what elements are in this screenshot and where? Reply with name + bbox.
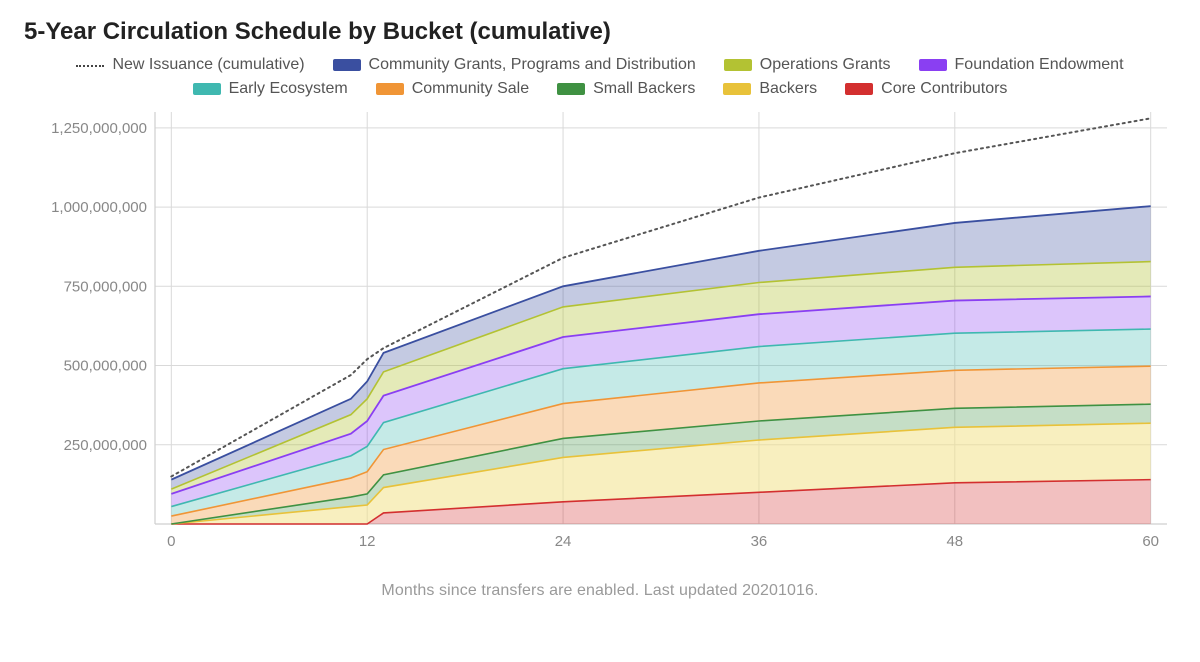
legend-core-contributors: Core Contributors bbox=[845, 80, 1007, 98]
legend-label: Core Contributors bbox=[881, 80, 1007, 98]
svg-text:60: 60 bbox=[1142, 533, 1159, 550]
legend-label: Operations Grants bbox=[760, 56, 891, 74]
legend-label: Early Ecosystem bbox=[229, 80, 348, 98]
svg-text:0: 0 bbox=[167, 533, 175, 550]
legend-label: Community Sale bbox=[412, 80, 529, 98]
legend-swatch bbox=[919, 59, 947, 71]
legend-swatch bbox=[724, 59, 752, 71]
svg-text:48: 48 bbox=[946, 533, 963, 550]
stacked-area-chart: 250,000,000 500,000,000 750,000,000 1,000,0… bbox=[25, 106, 1175, 576]
legend-swatch bbox=[845, 83, 873, 95]
chart-legend: New Issuance (cumulative) Community Gran… bbox=[70, 56, 1130, 98]
svg-text:1,000,000,000: 1,000,000,000 bbox=[51, 199, 147, 216]
legend-new-issuance: New Issuance (cumulative) bbox=[76, 56, 304, 74]
legend-label: Small Backers bbox=[593, 80, 695, 98]
legend-community-sale: Community Sale bbox=[376, 80, 529, 98]
svg-text:1,250,000,000: 1,250,000,000 bbox=[51, 120, 147, 137]
svg-text:250,000,000: 250,000,000 bbox=[64, 437, 147, 454]
legend-community-grants: Community Grants, Programs and Distribut… bbox=[333, 56, 696, 74]
legend-early-ecosystem: Early Ecosystem bbox=[193, 80, 348, 98]
legend-label: Backers bbox=[759, 80, 817, 98]
legend-operations-grants: Operations Grants bbox=[724, 56, 891, 74]
legend-swatch bbox=[376, 83, 404, 95]
legend-label: New Issuance (cumulative) bbox=[112, 56, 304, 74]
legend-swatch bbox=[723, 83, 751, 95]
legend-label: Community Grants, Programs and Distribut… bbox=[369, 56, 696, 74]
legend-foundation-endowment: Foundation Endowment bbox=[919, 56, 1124, 74]
chart-subcaption: Months since transfers are enabled. Last… bbox=[24, 582, 1176, 600]
svg-text:500,000,000: 500,000,000 bbox=[64, 358, 147, 375]
chart-container: 5-Year Circulation Schedule by Bucket (c… bbox=[0, 0, 1200, 662]
svg-text:750,000,000: 750,000,000 bbox=[64, 278, 147, 295]
legend-label: Foundation Endowment bbox=[955, 56, 1124, 74]
chart-title: 5-Year Circulation Schedule by Bucket (c… bbox=[24, 18, 1176, 46]
legend-swatch bbox=[557, 83, 585, 95]
svg-text:12: 12 bbox=[359, 533, 376, 550]
legend-backers: Backers bbox=[723, 80, 817, 98]
svg-text:24: 24 bbox=[555, 533, 572, 550]
legend-swatch bbox=[333, 59, 361, 71]
chart-plot-area: 250,000,000 500,000,000 750,000,000 1,000,0… bbox=[25, 106, 1175, 576]
legend-swatch-dotted bbox=[76, 59, 104, 71]
legend-swatch bbox=[193, 83, 221, 95]
svg-text:36: 36 bbox=[751, 533, 768, 550]
legend-small-backers: Small Backers bbox=[557, 80, 695, 98]
